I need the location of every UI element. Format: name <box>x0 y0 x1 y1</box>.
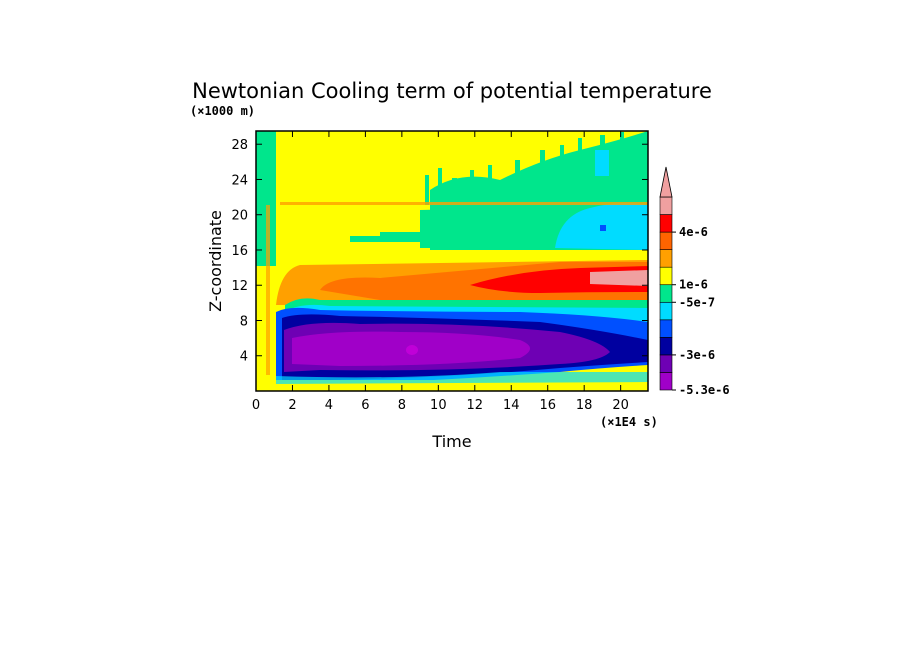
layer-left-orange-line <box>266 205 270 375</box>
colorbar-swatch <box>659 214 673 233</box>
y-axis: 4 8 12 16 20 24 28 <box>231 138 648 365</box>
y-tick-label: 12 <box>231 279 248 294</box>
x-axis-label: Time <box>431 432 471 451</box>
layer-surface-cyan <box>276 372 648 384</box>
colorbar-swatch <box>659 372 673 391</box>
x-axis: 0 2 4 6 8 10 12 14 16 18 20 <box>252 131 629 413</box>
colorbar-swatch <box>659 301 673 321</box>
colorbar: 4e-6 1e-6 -5e-7 -3e-6 -5.3e-6 <box>659 166 730 397</box>
colorbar-swatch <box>659 231 673 250</box>
layer-left-green-strip <box>256 131 276 266</box>
x-tick-label: 10 <box>430 398 447 413</box>
x-tick-label: 12 <box>467 398 484 413</box>
x-tick-label: 8 <box>398 398 406 413</box>
y-axis-label: Z-coordinate <box>206 210 225 312</box>
layer-orange-line-21 <box>280 202 648 205</box>
colorbar-swatch <box>659 319 673 338</box>
x-tick-label: 0 <box>252 398 260 413</box>
layer-blue-spot <box>600 225 606 231</box>
colorbar-label: -3e-6 <box>679 348 715 362</box>
y-scale-note: (×1000 m) <box>190 104 255 118</box>
y-tick-label: 8 <box>240 314 248 329</box>
x-tick-label: 18 <box>576 398 593 413</box>
contour-field <box>256 131 648 391</box>
y-tick-label: 24 <box>231 173 248 188</box>
colorbar-swatch <box>659 249 673 268</box>
colorbar-extend-arrow <box>659 166 673 198</box>
x-tick-label: 16 <box>539 398 556 413</box>
colorbar-label: 1e-6 <box>679 278 708 292</box>
colorbar-label: -5.3e-6 <box>679 383 730 397</box>
layer-surface-yellow <box>256 380 648 391</box>
colorbar-swatch <box>659 354 673 373</box>
layer-magenta-center <box>406 345 418 355</box>
x-tick-label: 14 <box>503 398 520 413</box>
x-tick-label: 20 <box>612 398 629 413</box>
x-scale-note: (×1E4 s) <box>600 415 658 429</box>
colorbar-swatch <box>659 284 673 303</box>
colorbar-swatch <box>659 266 673 286</box>
plot-frame <box>255 130 649 392</box>
layer-upper-cyan-spot <box>595 150 609 176</box>
x-tick-label: 2 <box>288 398 296 413</box>
x-tick-label: 4 <box>325 398 333 413</box>
x-tick-label: 6 <box>361 398 369 413</box>
chart-title: Newtonian Cooling term of potential temp… <box>192 79 712 103</box>
colorbar-label: -5e-7 <box>679 295 715 309</box>
colorbar-swatch <box>659 337 673 356</box>
colorbar-label: 4e-6 <box>679 225 708 239</box>
colorbar-swatch <box>659 196 673 215</box>
y-tick-label: 4 <box>240 350 248 365</box>
layer-pink-max <box>590 270 648 286</box>
y-tick-label: 28 <box>231 138 248 153</box>
y-tick-label: 20 <box>231 209 248 224</box>
y-tick-label: 16 <box>231 244 248 259</box>
